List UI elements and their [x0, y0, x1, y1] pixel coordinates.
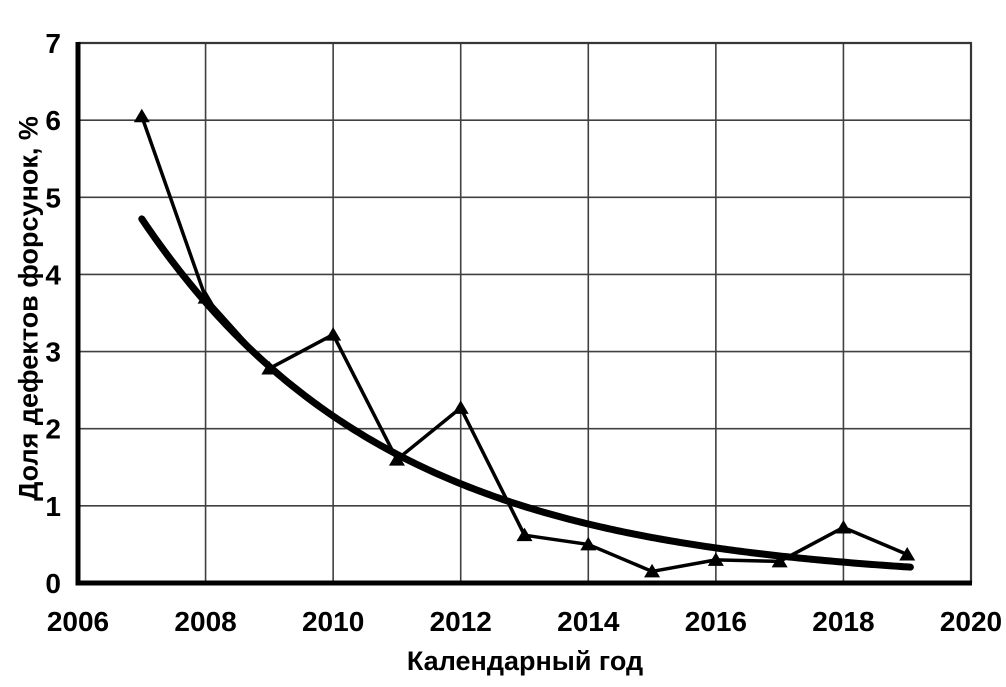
data-point-2015 — [644, 563, 661, 578]
y-tick-label-2: 2 — [45, 414, 61, 445]
data-point-2012 — [452, 400, 469, 414]
data-point-2007 — [133, 108, 150, 123]
data-point-2011 — [388, 452, 405, 466]
x-tick-label-2016: 2016 — [685, 606, 747, 637]
x-tick-label-2008: 2008 — [174, 606, 236, 637]
data-point-2017 — [771, 553, 788, 568]
data-point-2018 — [835, 519, 852, 534]
x-tick-label-2020: 2020 — [940, 606, 1002, 637]
x-tick-label-2012: 2012 — [430, 606, 492, 637]
data-point-2014 — [580, 536, 597, 551]
y-tick-label-6: 6 — [45, 105, 61, 136]
data-point-2016 — [707, 552, 724, 566]
y-tick-label-4: 4 — [45, 259, 61, 290]
y-tick-label-7: 7 — [45, 28, 61, 59]
y-tick-label-3: 3 — [45, 337, 61, 368]
y-tick-label-5: 5 — [45, 182, 61, 213]
x-tick-label-2010: 2010 — [302, 606, 364, 637]
y-tick-label-1: 1 — [45, 491, 61, 522]
y-axis-title: Доля дефектов форсунок, % — [13, 116, 44, 501]
data-point-2009 — [261, 361, 278, 375]
x-tick-label-2006: 2006 — [47, 606, 109, 637]
data-point-2008 — [197, 290, 214, 304]
data-point-2019 — [899, 546, 916, 561]
trend-curve — [138, 215, 914, 571]
y-tick-label-0: 0 — [45, 568, 61, 599]
x-axis-title: Календарный год — [406, 646, 644, 676]
x-tick-label-2014: 2014 — [557, 606, 620, 637]
data-point-2013 — [516, 527, 533, 542]
data-point-2010 — [325, 327, 342, 341]
x-tick-label-2018: 2018 — [812, 606, 874, 637]
